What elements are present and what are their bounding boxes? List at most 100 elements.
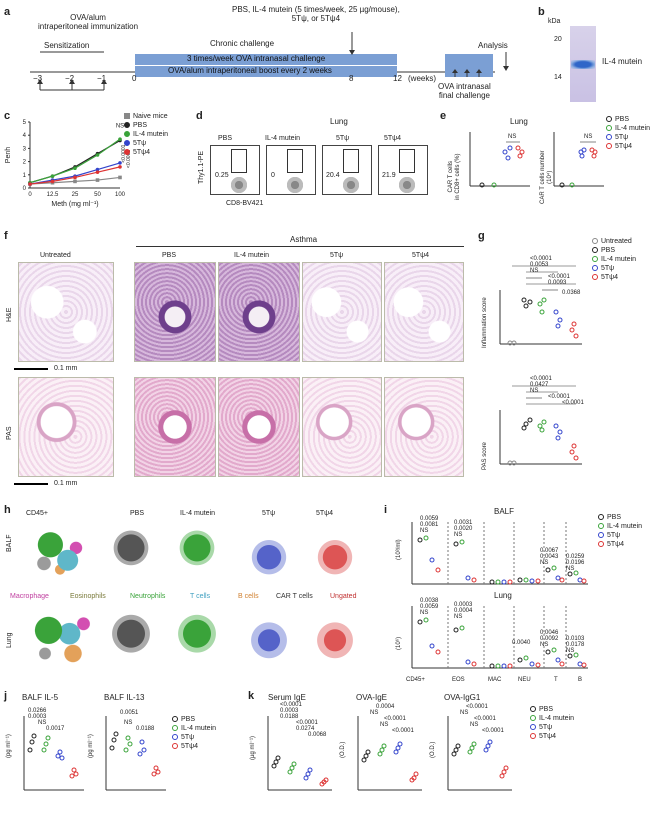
- flow-gate-54: [399, 149, 415, 173]
- j-legend-mutein: IL-4 mutein: [172, 725, 216, 732]
- sensitization-label: Sensitization: [44, 41, 90, 50]
- flow-col-5t: 5Tψ: [336, 135, 350, 142]
- j-legend-5t-text: 5Tψ: [181, 734, 195, 741]
- panel-h-label: h: [4, 504, 11, 516]
- legend-5t-text: 5Tψ: [133, 140, 147, 147]
- g-infl-p4: <0.0001: [548, 274, 570, 280]
- tick-m2: −2: [65, 74, 75, 83]
- flow-blob-54: [397, 176, 417, 194]
- i-cat-eos: EOS: [452, 677, 465, 683]
- tick-12: 12: [393, 74, 402, 83]
- k-ylabel-1: (µg ml⁻¹): [250, 736, 256, 760]
- k-legend-mutein: IL-4 mutein: [530, 715, 574, 722]
- g-infl-p1: <0.0001: [530, 256, 552, 262]
- e-legend-dot-5t: [606, 134, 612, 140]
- k1-p1: <0.0001: [280, 702, 302, 708]
- penh-ytick-label: 0: [23, 186, 27, 192]
- i-cat-cd45: CD45+: [406, 677, 425, 683]
- pas-ylabel: PAS score: [482, 442, 488, 470]
- k3-p1: <0.0001: [466, 704, 488, 710]
- j2-p1: 0.0051: [120, 710, 139, 716]
- penh-point: [95, 170, 100, 174]
- j-legend-dot-pbs: [172, 716, 178, 722]
- e-legend-dot-54: [606, 143, 612, 149]
- legend-5t: 5Tψ: [124, 140, 146, 147]
- treatment-label: PBS, IL-4 mutein (5 times/week, 25 µg/mo…: [232, 5, 400, 23]
- j-title-il5: BALF IL-5: [22, 693, 59, 702]
- j-il5-plot: [23, 716, 84, 791]
- i-lung-p3: NS: [420, 610, 429, 616]
- car-ns-1: NS: [508, 134, 517, 140]
- panel-j-label: j: [4, 690, 8, 702]
- panel-d-label: d: [196, 110, 203, 122]
- penh-point: [118, 137, 122, 141]
- g-legend-pbs: PBS: [592, 247, 615, 254]
- penh-xtick-label: 100: [115, 192, 126, 198]
- tsne-lung-mutein: [170, 604, 230, 670]
- i-lung-title: Lung: [494, 591, 512, 600]
- j-ylabel-1: (pg ml⁻¹): [6, 734, 12, 758]
- g-legend-dot-untreated: [592, 238, 598, 244]
- panel-i-label: i: [384, 504, 388, 516]
- e-legend-54-text: 5Tψ4: [615, 143, 633, 150]
- k-ige-plot: [267, 716, 332, 791]
- celltype-macrophage: Macrophage: [10, 593, 49, 600]
- flow-xlabel: CD8-BV421: [226, 200, 264, 207]
- j-legend-dot-mutein: [172, 725, 178, 731]
- i-balf-p11: 0.0196: [566, 560, 585, 566]
- k3-p5: <0.0001: [482, 728, 504, 734]
- i-balf-p2: 0.0081: [420, 522, 439, 528]
- pas-untreated-image: [18, 377, 114, 477]
- penh-point: [118, 165, 122, 169]
- k-ylabel-3: (O.D.): [430, 741, 436, 758]
- k1-p5: 0.0274: [296, 726, 315, 732]
- weeks-label: (weeks): [408, 74, 437, 83]
- k1-p3: 0.0188: [280, 714, 299, 720]
- penh-ytick-label: 1: [23, 173, 27, 179]
- i-lung-ylabel: (10⁶): [396, 636, 402, 650]
- i-lung-p8: 0.0046: [540, 630, 559, 636]
- flow-value-5t: 20.4: [326, 172, 340, 179]
- g-pas-p5: <0.0001: [562, 400, 584, 406]
- i-lung-p13: NS: [566, 648, 575, 654]
- tsne-balf-5t: [236, 520, 296, 582]
- i-legend-dot-mutein: [598, 523, 604, 529]
- j-legend-dot-5t: [172, 734, 178, 740]
- gel-protein-label: IL-4 mutein: [602, 57, 643, 66]
- g-legend-dot-mutein: [592, 256, 598, 262]
- i-legend-dot-54: [598, 541, 604, 547]
- j-p4: 0.0017: [46, 726, 65, 732]
- k3-p3: <0.0001: [474, 716, 496, 722]
- k1-p4: <0.0001: [296, 720, 318, 726]
- f-row-he: H&E: [6, 307, 13, 322]
- j-legend-mutein-text: IL-4 mutein: [181, 725, 217, 732]
- k2-p4: NS: [380, 722, 389, 728]
- immunization-label: OVA/alum intraperitoneal immunization: [38, 13, 139, 31]
- timeline-diagram: [30, 32, 509, 91]
- infl-ylabel: Inflammation score: [482, 297, 488, 348]
- j-ylabel-2: (pg ml⁻¹): [88, 734, 94, 758]
- j-legend-dot-54: [172, 743, 178, 749]
- tick-8: 8: [349, 74, 354, 83]
- penh-ytick-label: 3: [23, 146, 27, 152]
- celltype-ungated: Ungated: [330, 593, 357, 600]
- k-legend-mutein-text: IL-4 mutein: [539, 715, 575, 722]
- g-legend-dot-pbs: [592, 247, 598, 253]
- k-legend-54-text: 5Tψ4: [539, 733, 557, 740]
- i-balf-p8: 0.0043: [540, 554, 559, 560]
- legend-marker-naive: [124, 113, 130, 119]
- e-legend-mutein-text: IL-4 mutein: [615, 125, 651, 132]
- penh-point: [118, 175, 122, 180]
- penh-ytick-label: 4: [23, 133, 27, 139]
- penh-point: [73, 179, 77, 184]
- flow-gate-5t: [343, 149, 359, 173]
- g-legend-dot-54: [592, 274, 598, 280]
- flow-col-pbs: PBS: [218, 135, 233, 142]
- i-legend-5t-text: 5Tψ: [607, 532, 621, 539]
- flow-value-pbs: 0.25: [215, 172, 229, 179]
- legend-mutein: IL-4 mutein: [124, 131, 168, 138]
- e-legend-pbs: PBS: [606, 116, 629, 123]
- i-balf-p1: 0.0059: [420, 516, 439, 522]
- i-legend-dot-5t: [598, 532, 604, 538]
